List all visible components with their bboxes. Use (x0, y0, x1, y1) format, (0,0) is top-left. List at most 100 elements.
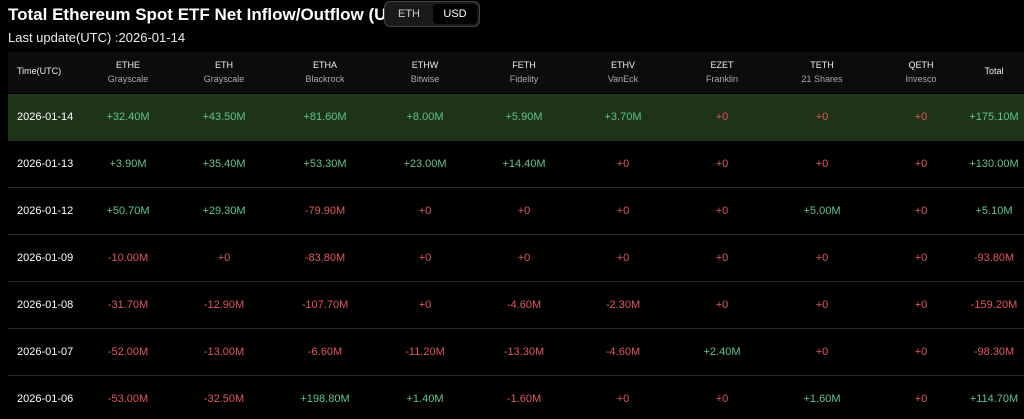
flow-cell: +5.10M (975, 205, 1013, 217)
table-row: 2026-01-06 -53.00M -32.50M +198.80M +1.40M -1… (8, 376, 1024, 419)
column-ticker: ETHA (312, 60, 338, 70)
flow-cell: +14.40M (502, 158, 546, 170)
flow-cell: +23.00M (403, 158, 447, 170)
flow-cell: +0 (616, 252, 630, 264)
flow-cell: -98.30M (973, 346, 1015, 358)
flow-cell: +0 (815, 111, 829, 123)
flow-cell: +3.70M (604, 111, 642, 123)
flow-cell: -4.60M (605, 346, 641, 358)
table-header: Time(UTC) ETHE Grayscale ETH Grayscale ETHA Bl… (8, 52, 1024, 93)
flow-cell: +50.70M (106, 205, 150, 217)
flow-cell: +35.40M (202, 158, 246, 170)
table-row: 2026-01-14 +32.40M +43.50M +81.60M +8.00M +5.… (8, 94, 1024, 141)
flow-cell: -93.80M (973, 252, 1015, 264)
flow-cell: -6.60M (307, 346, 343, 358)
flow-cell: +0 (914, 346, 928, 358)
flow-cell: +0 (815, 252, 829, 264)
column-ticker: QETH (908, 60, 934, 70)
flow-cell: +1.60M (803, 393, 841, 405)
column-issuer: Franklin (705, 74, 739, 84)
table-row: 2026-01-13 +3.90M +35.40M +53.30M +23.00M +14… (8, 141, 1024, 188)
flow-cell: -2.30M (605, 299, 641, 311)
flow-cell: +29.30M (202, 205, 246, 217)
flow-cell: -32.50M (203, 393, 245, 405)
flow-cell: -13.00M (203, 346, 245, 358)
flow-cell: -4.60M (506, 299, 542, 311)
flow-cell: -83.80M (304, 252, 346, 264)
column-ticker: ETHV (610, 60, 636, 70)
flow-cell: +5.90M (505, 111, 543, 123)
column-issuer: VanEck (607, 74, 639, 84)
flow-cell: +0 (815, 346, 829, 358)
flow-cell: +0 (217, 252, 231, 264)
flow-cell: +53.30M (303, 158, 347, 170)
flow-cell: +8.00M (406, 111, 444, 123)
flow-cell: +130.00M (969, 158, 1019, 170)
date-cell: 2026-01-07 (17, 346, 74, 358)
flow-cell: +0 (815, 158, 829, 170)
column-header: Time(UTC) (17, 66, 62, 76)
flow-cell: -53.00M (107, 393, 149, 405)
column-ticker: ETHW (411, 60, 439, 70)
column-ticker: TETH (810, 60, 834, 70)
flow-cell: -1.60M (506, 393, 542, 405)
toggle-usd[interactable]: USD (433, 4, 477, 24)
column-issuer: Grayscale (107, 74, 149, 84)
flow-cell: +0 (914, 205, 928, 217)
flow-cell: +0 (914, 299, 928, 311)
flow-cell: -107.70M (301, 299, 349, 311)
flow-cell: +3.90M (109, 158, 147, 170)
flow-cell: +5.00M (803, 205, 841, 217)
column-header: Total (984, 66, 1004, 76)
flow-cell: +0 (914, 158, 928, 170)
flow-cell: +0 (914, 111, 928, 123)
column-ticker: ETH (215, 60, 233, 70)
last-update: Last update(UTC) :2026-01-14 (8, 30, 186, 45)
date-cell: 2026-01-13 (17, 158, 74, 170)
flow-cell: +1.40M (406, 393, 444, 405)
flow-cell: -31.70M (107, 299, 149, 311)
flow-cell: +0 (715, 158, 729, 170)
toggle-eth[interactable]: ETH (398, 8, 420, 20)
table-row: 2026-01-09 -10.00M +0 -83.80M +0 +0 +0 +0 +0 +0 -9… (8, 235, 1024, 282)
flow-cell: -52.00M (107, 346, 149, 358)
flow-cell: +0 (815, 299, 829, 311)
flow-cell: -79.90M (304, 205, 346, 217)
flow-cell: +0 (715, 299, 729, 311)
date-cell: 2026-01-08 (17, 299, 74, 311)
flow-cell: +0 (715, 252, 729, 264)
flow-cell: +198.80M (300, 393, 350, 405)
flow-cell: +0 (418, 205, 432, 217)
flow-cell: +0 (914, 252, 928, 264)
flow-cell: -10.00M (107, 252, 149, 264)
column-issuer: Grayscale (203, 74, 245, 84)
table-row: 2026-01-12 +50.70M +29.30M -79.90M +0 +0 +0 +0 +… (8, 188, 1024, 235)
flow-cell: -11.20M (405, 346, 445, 358)
flow-cell: +43.50M (202, 111, 246, 123)
flow-cell: +0 (616, 158, 630, 170)
flow-cell: +175.10M (969, 111, 1019, 123)
date-cell: 2026-01-12 (17, 205, 74, 217)
flow-cell: +32.40M (106, 111, 150, 123)
column-issuer: Blackrock (305, 74, 345, 84)
flow-cell: -13.30M (503, 346, 545, 358)
flow-cell: +81.60M (303, 111, 347, 123)
column-issuer: Fidelity (509, 74, 539, 84)
flow-cell: -12.90M (203, 299, 245, 311)
column-issuer: Invesco (905, 74, 937, 84)
flow-cell: +0 (715, 111, 729, 123)
column-ticker: EZET (710, 60, 734, 70)
date-cell: 2026-01-14 (17, 111, 74, 123)
date-cell: 2026-01-09 (17, 252, 74, 264)
flow-cell: -159.20M (970, 299, 1018, 311)
column-ticker: ETHE (115, 60, 141, 70)
flow-cell: +0 (616, 393, 630, 405)
unit-toggle: ETH USD (384, 1, 480, 27)
flow-cell: +0 (418, 299, 432, 311)
column-ticker: FETH (512, 60, 536, 70)
title: Total Ethereum Spot ETF Net Inflow/Outfl… (8, 5, 416, 24)
date-cell: 2026-01-06 (17, 393, 74, 405)
column-issuer: 21 Shares (801, 74, 843, 84)
flow-cell: +0 (715, 393, 729, 405)
